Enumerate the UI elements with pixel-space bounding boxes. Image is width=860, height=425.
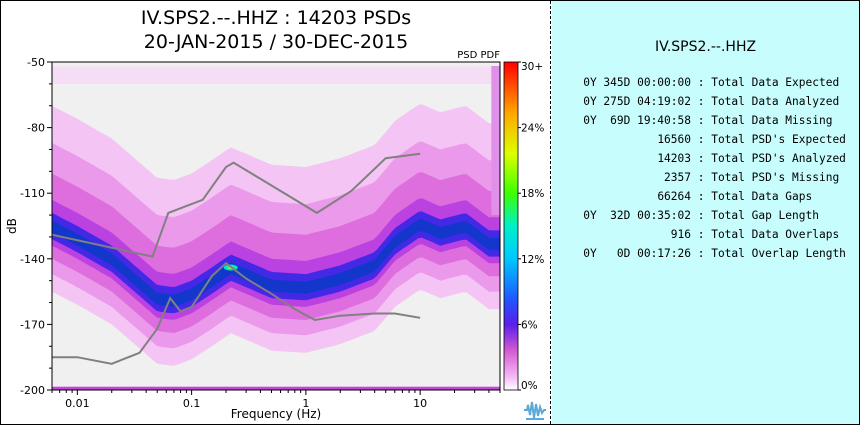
stats-row: 66264 : Total Data Gaps	[560, 187, 846, 206]
stats-label: : Total PSD's Analyzed	[691, 152, 846, 165]
stats-row: 0Y 32D 00:35:02 : Total Gap Length	[560, 206, 846, 225]
x-tick-label: 1	[302, 397, 309, 410]
colorbar-tick-label: 24%	[521, 123, 544, 135]
stats-label: : Total Overlap Length	[691, 247, 846, 260]
stats-row: 14203 : Total PSD's Analyzed	[560, 149, 846, 168]
stats-value: 66264	[657, 190, 691, 203]
density-band-blue	[52, 211, 500, 314]
waveform-logo-icon	[524, 401, 546, 420]
stats-row: 0Y 275D 04:19:02 : Total Data Analyzed	[560, 92, 846, 111]
plot-frame	[51, 61, 501, 391]
stats-row: 16560 : Total PSD's Expected	[560, 130, 846, 149]
y-tick-label: -110	[20, 187, 45, 200]
stats-row: 0Y 0D 00:17:26 : Total Overlap Length	[560, 244, 846, 263]
x-tick-label: 0.01	[65, 397, 90, 410]
stats-value: 0Y 69D 19:40:58	[583, 114, 691, 127]
y-tick-label: -170	[20, 318, 45, 331]
stats-value: 0Y 345D 00:00:00	[583, 76, 691, 89]
density-band-dark-blue	[52, 219, 500, 307]
low-noise-model-curve	[52, 261, 421, 365]
stats-table: 0Y 345D 00:00:00 : Total Data Expected 0Y…	[560, 73, 846, 263]
stats-value: 0Y 32D 00:35:02	[583, 209, 691, 222]
stats-label: : Total Gap Length	[691, 209, 819, 222]
chart-title-line1: IV.SPS2.--.HHZ : 14203 PSDs	[140, 7, 412, 29]
colorbar	[503, 61, 519, 391]
x-tick-label: 0.1	[183, 397, 201, 410]
stats-value: 0Y 0D 00:17:26	[583, 247, 691, 260]
stats-label: : Total Data Expected	[691, 76, 840, 89]
colorbar-tick-label: 0%	[521, 380, 538, 392]
stats-label: : Total Data Analyzed	[691, 95, 840, 108]
stats-label: : Total PSD's Missing	[691, 171, 840, 184]
colorbar-tick-label: 18%	[521, 188, 544, 200]
stats-row: 0Y 69D 19:40:58 : Total Data Missing	[560, 111, 846, 130]
x-axis-label: Frequency (Hz)	[231, 407, 322, 421]
pdf-density-layer	[52, 66, 500, 390]
psd-pdf-panel: IV.SPS2.--.HHZ : 14203 PSDs 20-JAN-2015 …	[1, 1, 550, 424]
stats-value: 14203	[657, 152, 691, 165]
y-tick-label: -80	[27, 122, 45, 135]
colorbar-tick-label: 6%	[521, 319, 538, 331]
stats-panel: IV.SPS2.--.HHZ 0Y 345D 00:00:00 : Total …	[552, 1, 859, 424]
stats-row: 2357 : Total PSD's Missing	[560, 168, 846, 187]
panel-divider	[550, 1, 551, 424]
stats-station-label: IV.SPS2.--.HHZ	[654, 39, 757, 55]
stats-label: : Total Data Overlaps	[691, 228, 840, 241]
colorbar-tick-label: 12%	[521, 254, 544, 266]
stats-value: 0Y 275D 04:19:02	[583, 95, 691, 108]
density-band-sparse	[52, 66, 500, 84]
stats-row: 0Y 345D 00:00:00 : Total Data Expected	[560, 73, 846, 92]
stats-value: 916	[670, 228, 691, 241]
density-floor-strip	[52, 386, 500, 390]
chart-title-line2: 20-JAN-2015 / 30-DEC-2015	[143, 31, 409, 53]
y-tick-label: -200	[20, 384, 45, 397]
colorbar-title: PSD PDF	[457, 50, 500, 61]
stats-label: : Total PSD's Expected	[691, 133, 846, 146]
stats-label: : Total Data Gaps	[691, 190, 813, 203]
stats-label: : Total Data Missing	[691, 114, 833, 127]
y-tick-label: -140	[20, 253, 45, 266]
colorbar-tick-label: 30+	[521, 61, 543, 73]
density-edge-column	[491, 66, 500, 216]
stats-value: 2357	[664, 171, 691, 184]
x-tick-label: 10	[413, 397, 427, 410]
stats-value: 16560	[657, 133, 691, 146]
stats-row: 916 : Total Data Overlaps	[560, 225, 846, 244]
psd-chart: -50 -80 -110 -140 -170 -200 0.01 0.1 1 10 Frequenc…	[5, 50, 544, 421]
y-axis-label: dB	[5, 218, 19, 234]
y-tick-label: -50	[27, 56, 45, 69]
high-noise-model-curve	[52, 152, 421, 258]
